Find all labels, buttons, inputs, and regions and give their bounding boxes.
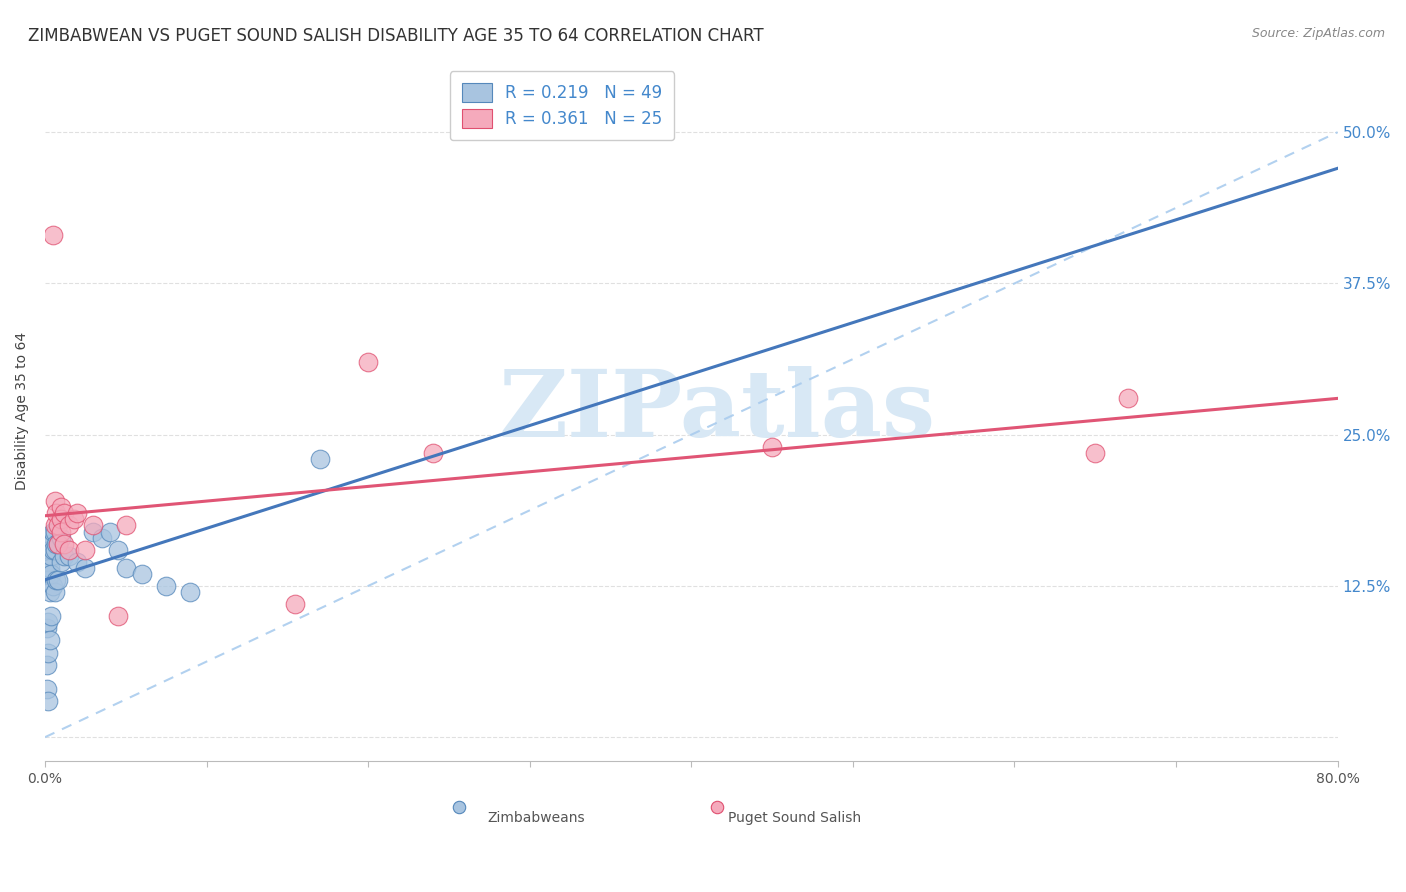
Point <box>357 355 380 369</box>
Point <box>63 512 86 526</box>
Point <box>53 549 76 563</box>
Point <box>131 566 153 581</box>
Point <box>46 518 69 533</box>
Point <box>35 681 58 696</box>
Point <box>37 694 59 708</box>
Text: ZIMBABWEAN VS PUGET SOUND SALISH DISABILITY AGE 35 TO 64 CORRELATION CHART: ZIMBABWEAN VS PUGET SOUND SALISH DISABIL… <box>28 27 763 45</box>
Point <box>38 542 60 557</box>
Text: Zimbabweans: Zimbabweans <box>488 811 585 824</box>
Point <box>114 561 136 575</box>
Point <box>35 531 58 545</box>
Point <box>37 555 59 569</box>
Point <box>38 585 60 599</box>
Point <box>44 518 66 533</box>
Point <box>66 555 89 569</box>
Point <box>1116 392 1139 406</box>
Text: Source: ZipAtlas.com: Source: ZipAtlas.com <box>1251 27 1385 40</box>
Point <box>35 621 58 635</box>
Point <box>35 536 58 550</box>
Point <box>875 809 897 823</box>
Point <box>66 507 89 521</box>
Text: ZIPatlas: ZIPatlas <box>499 366 936 456</box>
Point <box>179 585 201 599</box>
Point <box>35 657 58 672</box>
Y-axis label: Disability Age 35 to 64: Disability Age 35 to 64 <box>15 332 30 490</box>
Point <box>1084 446 1107 460</box>
Point <box>44 494 66 508</box>
Point <box>44 524 66 539</box>
Point <box>45 573 67 587</box>
Point <box>44 542 66 557</box>
Point <box>42 228 65 243</box>
Point <box>82 524 104 539</box>
Point <box>37 615 59 630</box>
Point <box>98 524 121 539</box>
Point <box>41 609 63 624</box>
Point <box>82 518 104 533</box>
Point <box>41 536 63 550</box>
Legend: R = 0.219   N = 49, R = 0.361   N = 25: R = 0.219 N = 49, R = 0.361 N = 25 <box>450 71 673 140</box>
Point <box>49 555 72 569</box>
Point <box>49 512 72 526</box>
Point <box>42 579 65 593</box>
Point <box>761 440 783 454</box>
Point <box>35 561 58 575</box>
Point <box>58 542 80 557</box>
Point <box>53 536 76 550</box>
Point <box>38 561 60 575</box>
Point <box>38 633 60 648</box>
Point <box>46 536 69 550</box>
Point <box>46 573 69 587</box>
Point <box>35 566 58 581</box>
Point <box>49 531 72 545</box>
Point <box>58 549 80 563</box>
Point <box>42 542 65 557</box>
Point <box>49 500 72 515</box>
Point <box>90 531 112 545</box>
Point <box>38 531 60 545</box>
Point <box>41 566 63 581</box>
Point <box>551 809 574 823</box>
Point <box>37 573 59 587</box>
Point <box>155 579 177 593</box>
Point <box>46 536 69 550</box>
Point <box>75 542 97 557</box>
Point <box>422 446 444 460</box>
Point <box>284 597 307 611</box>
Point <box>37 646 59 660</box>
Point <box>107 542 129 557</box>
Point <box>42 524 65 539</box>
Point <box>58 518 80 533</box>
Point <box>45 536 67 550</box>
Point <box>49 524 72 539</box>
Point <box>75 561 97 575</box>
Text: Puget Sound Salish: Puget Sound Salish <box>728 811 862 824</box>
Point <box>37 542 59 557</box>
Point <box>107 609 129 624</box>
Point <box>37 536 59 550</box>
Point <box>45 507 67 521</box>
Point <box>44 585 66 599</box>
Point <box>41 549 63 563</box>
Point <box>114 518 136 533</box>
Point <box>53 507 76 521</box>
Point <box>35 542 58 557</box>
Point <box>308 451 330 466</box>
